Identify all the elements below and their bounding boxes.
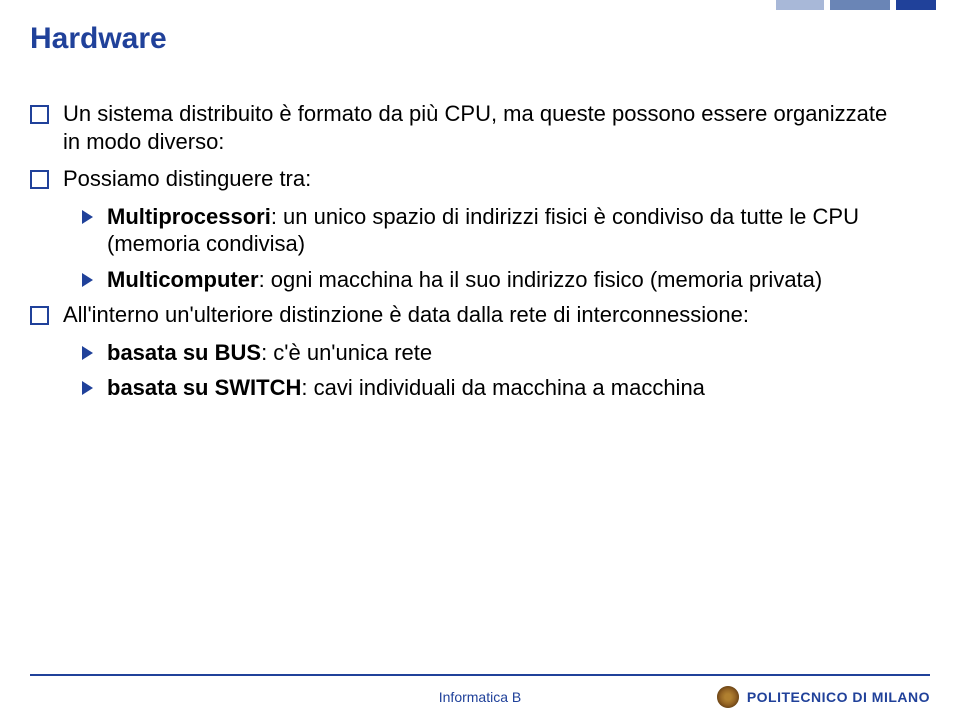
- decor-bar: [830, 0, 890, 10]
- square-bullet-icon: [30, 105, 49, 124]
- bullet-level2: basata su SWITCH: cavi individuali da ma…: [82, 374, 910, 402]
- bullet-text: basata su SWITCH: cavi individuali da ma…: [107, 374, 705, 402]
- square-bullet-icon: [30, 170, 49, 189]
- decor-bar: [896, 0, 936, 10]
- seal-icon: [717, 686, 739, 708]
- bullet-level1: All'interno un'ulteriore distinzione è d…: [30, 301, 910, 329]
- bullet-level2: Multiprocessori: un unico spazio di indi…: [82, 203, 910, 258]
- footer-logo: POLITECNICO DI MILANO: [717, 686, 930, 708]
- bullet-level2: basata su BUS: c'è un'unica rete: [82, 339, 910, 367]
- content-area: Un sistema distribuito è formato da più …: [30, 100, 910, 410]
- square-bullet-icon: [30, 306, 49, 325]
- arrow-bullet-icon: [82, 273, 93, 287]
- bullet-level2: Multicomputer: ogni macchina ha il suo i…: [82, 266, 910, 294]
- bullet-text: Multiprocessori: un unico spazio di indi…: [107, 203, 910, 258]
- decor-bars: [776, 0, 936, 10]
- bullet-text: All'interno un'ulteriore distinzione è d…: [63, 301, 749, 329]
- bullet-text: Multicomputer: ogni macchina ha il suo i…: [107, 266, 822, 294]
- bullet-level1: Un sistema distribuito è formato da più …: [30, 100, 910, 155]
- org-name: POLITECNICO DI MILANO: [747, 689, 930, 705]
- footer-rule: [30, 674, 930, 676]
- decor-bar: [776, 0, 824, 10]
- bullet-text: basata su BUS: c'è un'unica rete: [107, 339, 432, 367]
- bullet-level1: Possiamo distinguere tra:: [30, 165, 910, 193]
- bullet-text: Possiamo distinguere tra:: [63, 165, 311, 193]
- bullet-text: Un sistema distribuito è formato da più …: [63, 100, 910, 155]
- slide-title: Hardware: [30, 22, 167, 56]
- arrow-bullet-icon: [82, 346, 93, 360]
- arrow-bullet-icon: [82, 210, 93, 224]
- arrow-bullet-icon: [82, 381, 93, 395]
